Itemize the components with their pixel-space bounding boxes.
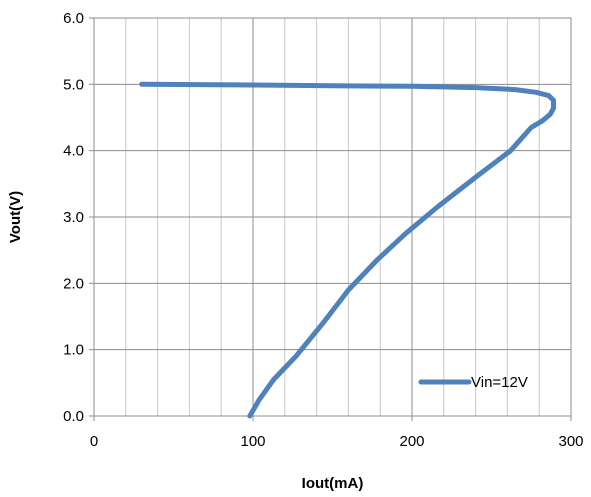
tick-labels: 0.0 1.0 2.0 3.0 4.0 5.0 6.0 0 100 200 300	[63, 10, 583, 450]
legend-label-vin-12v: Vin=12V	[471, 374, 528, 391]
legend: Vin=12V	[418, 374, 528, 391]
x-axis-title: Iout(mA)	[302, 475, 364, 492]
y-tick-label: 3.0	[63, 209, 84, 226]
y-tick-label: 6.0	[63, 10, 84, 27]
x-tick-label: 100	[240, 433, 265, 450]
y-tick-label: 5.0	[63, 76, 84, 93]
y-tick-label: 1.0	[63, 342, 84, 359]
x-tick-label: 0	[90, 433, 98, 450]
y-tick-label: 4.0	[63, 143, 84, 160]
x-tick-label: 300	[558, 433, 583, 450]
series-line-0	[139, 81, 556, 419]
y-tick-label: 2.0	[63, 275, 84, 292]
y-tick-label: 0.0	[63, 408, 84, 425]
series-layer	[139, 81, 556, 419]
x-tick-label: 200	[399, 433, 424, 450]
plot-frame	[89, 17, 572, 421]
y-axis-title: Vout(V)	[7, 191, 24, 243]
